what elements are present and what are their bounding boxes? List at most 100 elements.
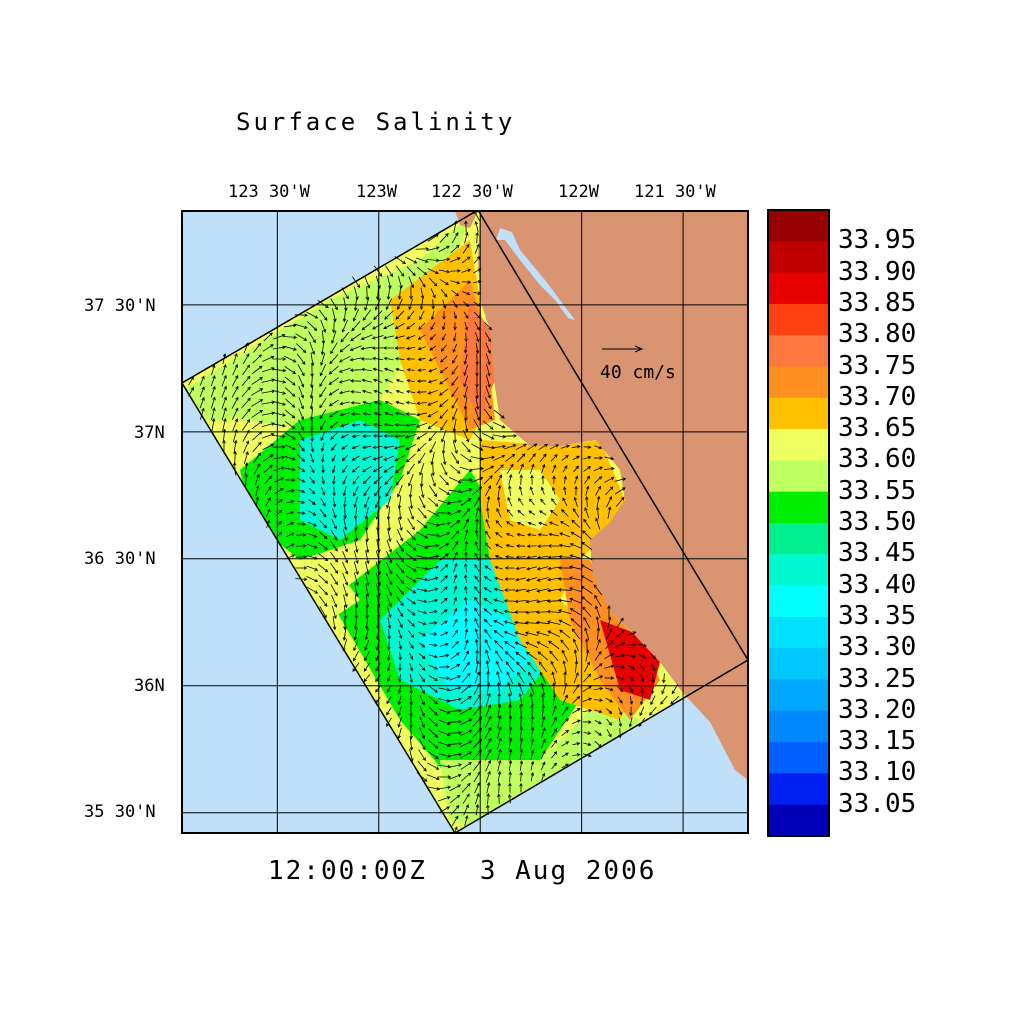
current-vector (426, 521, 440, 527)
current-vector (473, 682, 481, 695)
current-vector (649, 706, 657, 716)
current-vector (484, 554, 492, 560)
current-vector (418, 738, 426, 751)
current-vector (496, 670, 502, 685)
current-vector (453, 429, 457, 444)
colorbar-swatch (768, 554, 829, 587)
current-vector (583, 742, 592, 747)
current-vector (406, 586, 417, 594)
current-vector (615, 629, 625, 638)
current-vector (427, 554, 440, 559)
current-vector (340, 331, 350, 343)
current-vector (604, 477, 615, 483)
current-vector (405, 453, 416, 463)
current-vector (461, 673, 471, 683)
current-vector (475, 385, 480, 399)
current-vector (484, 639, 492, 651)
current-vector (505, 555, 515, 559)
current-vector (394, 411, 405, 416)
current-vector (397, 716, 402, 728)
current-vector (508, 759, 513, 772)
current-vector (419, 298, 424, 310)
current-vector (409, 684, 414, 695)
current-vector (616, 675, 625, 681)
current-vector (451, 397, 459, 409)
current-vector (273, 466, 285, 471)
current-vector (375, 561, 381, 575)
current-vector (321, 453, 325, 463)
current-vector (386, 651, 391, 662)
current-vector (485, 353, 491, 366)
current-vector (535, 620, 550, 625)
current-vector (398, 652, 402, 661)
current-vector (233, 439, 238, 454)
current-vector (528, 510, 536, 516)
current-vector (473, 291, 482, 295)
current-vector (285, 478, 296, 482)
current-vector (473, 419, 481, 432)
current-vector (558, 555, 571, 559)
current-vector (596, 495, 601, 508)
current-vector (504, 641, 516, 649)
current-vector (505, 453, 516, 462)
current-vector (519, 760, 524, 771)
current-vector (295, 333, 308, 341)
current-vector (417, 267, 428, 276)
current-vector (670, 695, 680, 705)
current-vector (199, 375, 205, 386)
current-vector (419, 705, 425, 717)
current-vector (593, 698, 604, 702)
current-vector (354, 583, 359, 598)
current-vector (397, 706, 402, 717)
current-vector (460, 751, 473, 759)
current-vector (405, 400, 416, 405)
current-vector (296, 353, 306, 365)
current-vector (395, 367, 404, 372)
current-vector (570, 531, 582, 539)
current-vector (360, 346, 373, 351)
current-vector (515, 555, 526, 559)
current-vector (297, 477, 306, 483)
current-vector (572, 683, 580, 694)
current-vector (341, 444, 349, 450)
current-vector (395, 562, 405, 574)
current-vector (330, 298, 338, 311)
current-vector (396, 474, 404, 486)
current-vector (419, 695, 425, 706)
current-vector (321, 465, 325, 474)
current-vector (573, 465, 580, 473)
current-vector (440, 355, 448, 363)
current-vector (474, 243, 480, 254)
current-vector (416, 566, 429, 571)
current-vector (284, 456, 296, 461)
current-vector (507, 485, 512, 497)
current-vector (383, 422, 394, 427)
current-vector (386, 696, 392, 705)
current-vector (546, 620, 561, 625)
current-vector (221, 407, 227, 421)
current-vector (530, 772, 535, 782)
current-vector (452, 562, 458, 573)
current-vector (397, 275, 403, 289)
current-vector (408, 276, 414, 289)
current-vector (265, 508, 271, 518)
lat-tick-label: 36N (134, 676, 165, 696)
current-vector (552, 693, 557, 706)
current-vector (440, 586, 448, 594)
current-vector (427, 379, 438, 384)
current-vector (397, 684, 402, 694)
current-vector (251, 388, 264, 396)
current-vector (395, 400, 405, 405)
current-vector (296, 522, 307, 526)
current-vector (405, 256, 418, 264)
current-vector (394, 423, 405, 427)
current-vector (342, 627, 347, 641)
lon-tick-label: 122W (558, 182, 599, 202)
current-vector (461, 684, 472, 694)
current-vector (580, 585, 593, 594)
current-vector (615, 653, 626, 658)
current-vector (405, 564, 417, 572)
current-vector (427, 390, 438, 395)
current-vector (319, 398, 327, 409)
reference-vector-label: 40 cm/s (600, 362, 676, 383)
